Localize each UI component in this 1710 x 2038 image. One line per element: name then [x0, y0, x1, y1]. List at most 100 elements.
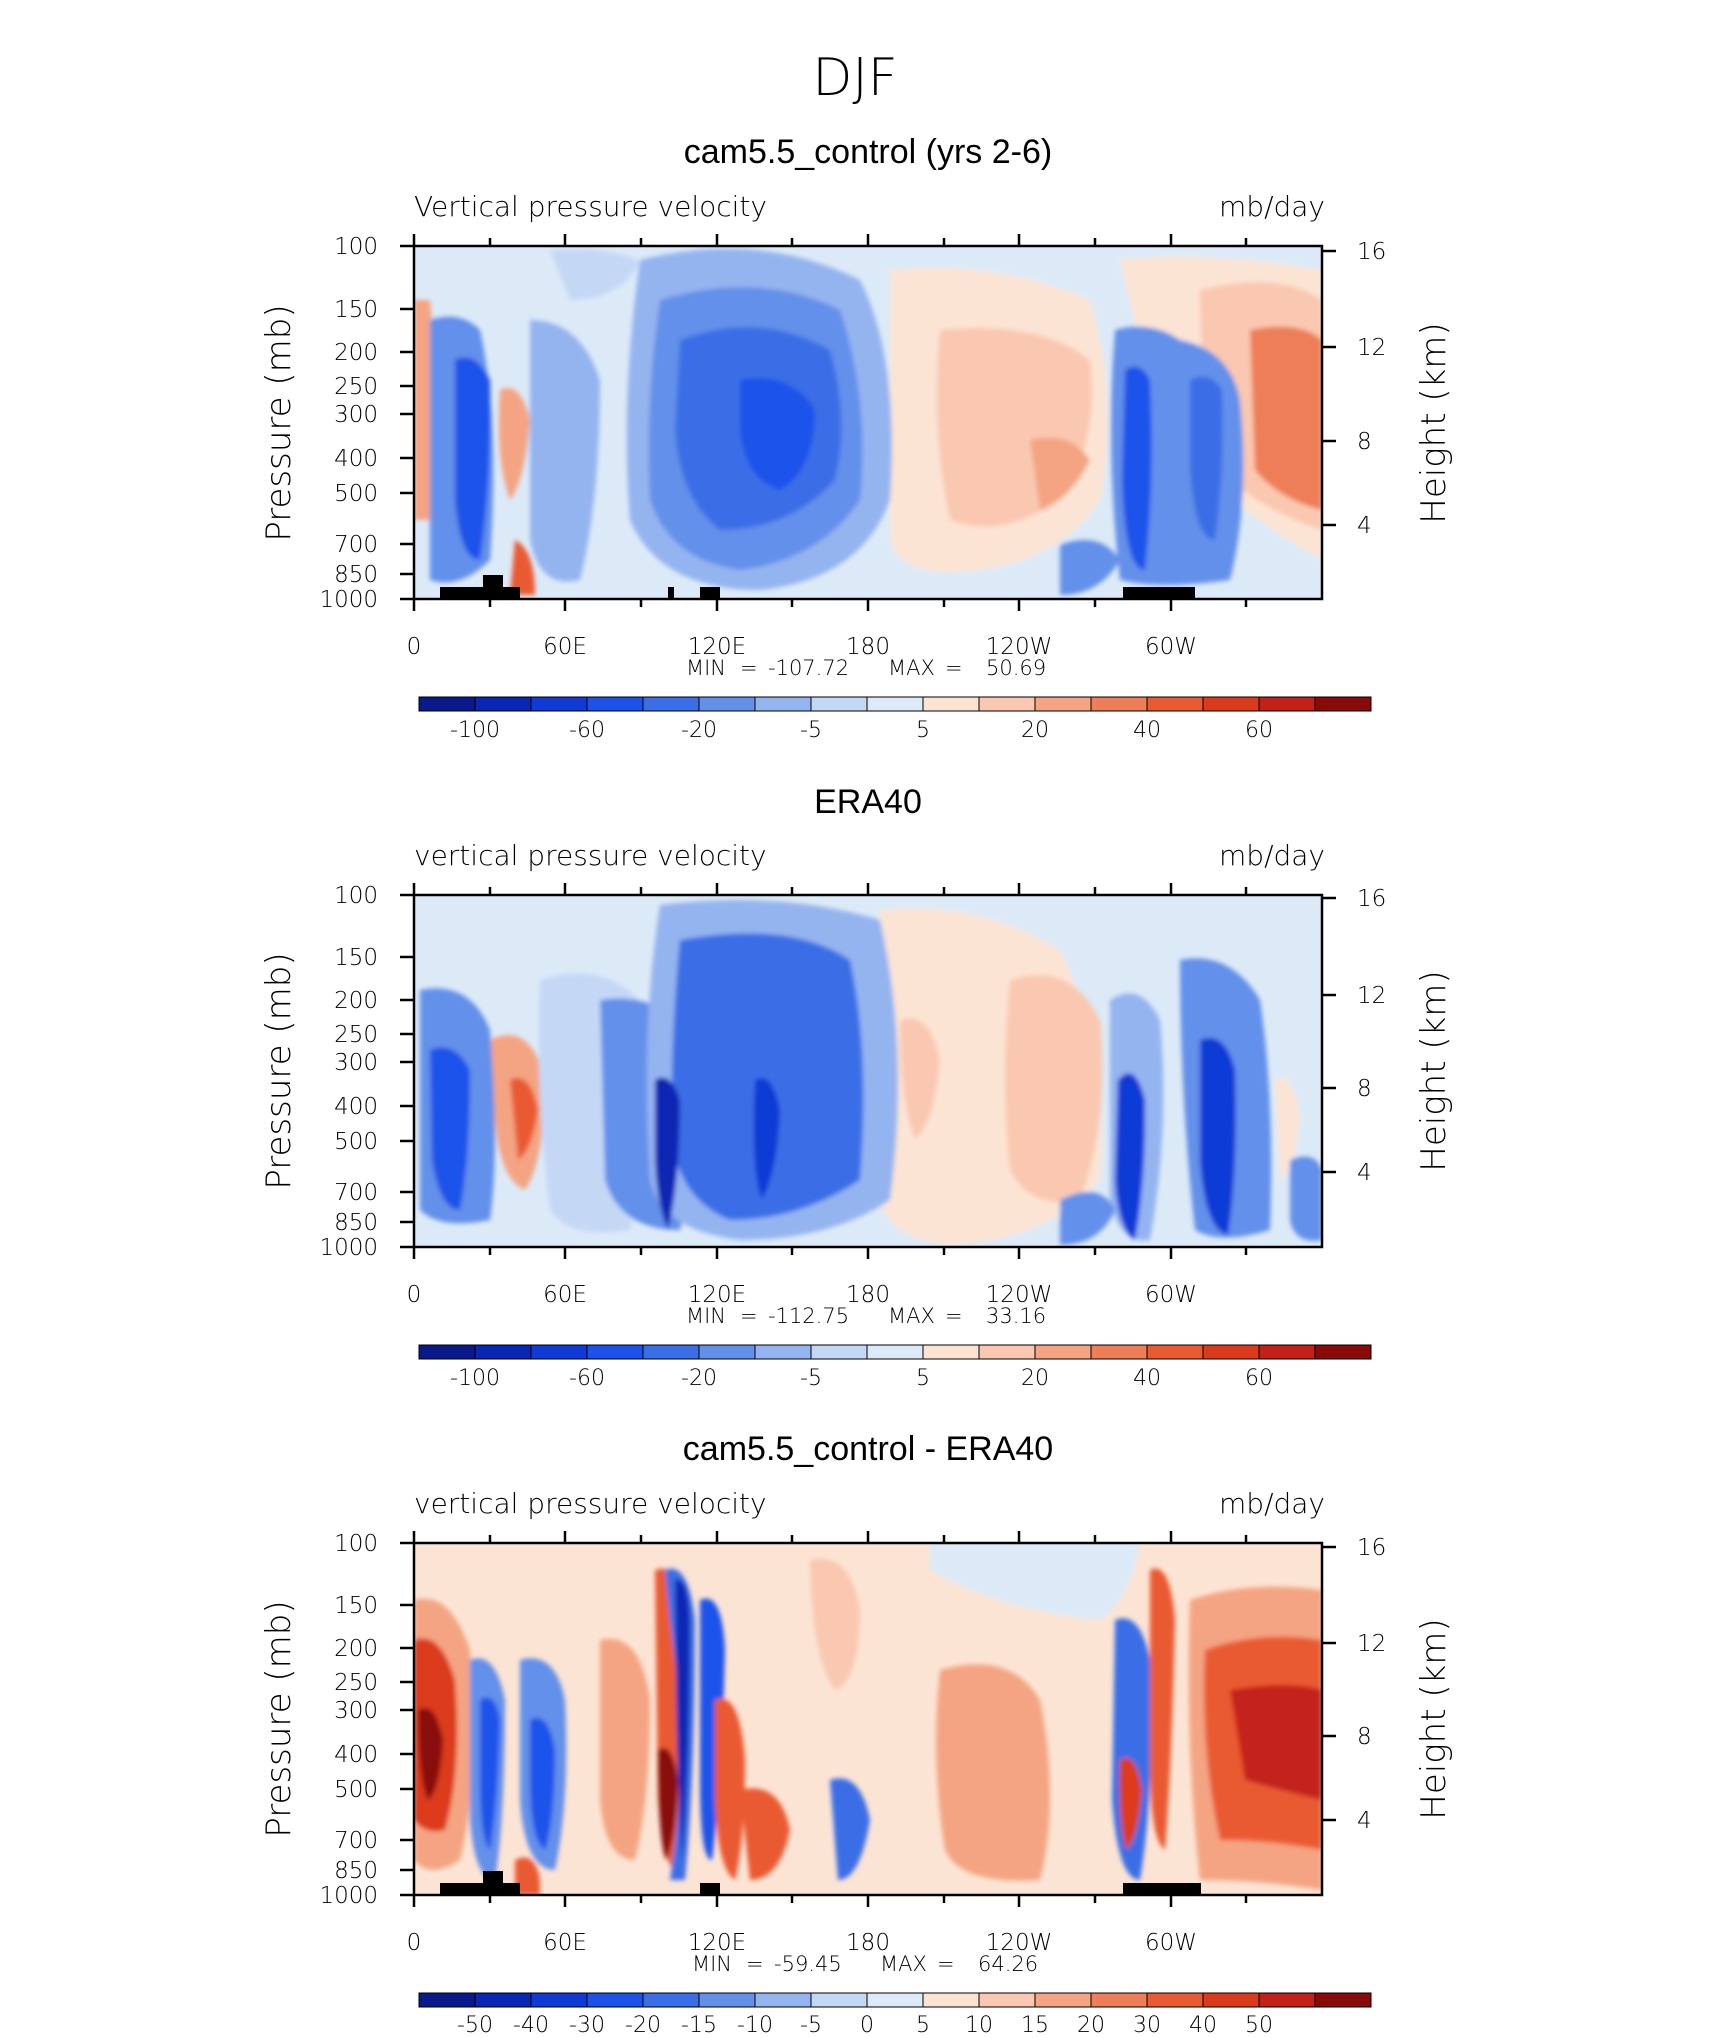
colorbar-label: -100 [450, 1366, 500, 1391]
stats-max: 50.69 [986, 656, 1046, 680]
topography [440, 1883, 520, 1895]
svg-text:=: = [945, 656, 963, 680]
colorbar-label: -5 [800, 718, 822, 743]
y-axis-title: Pressure (mb) [259, 304, 299, 541]
y-right-tick-label: 4 [1357, 1808, 1372, 1834]
colorbar-label: 40 [1189, 2013, 1217, 2038]
y-tick-labels: 100 150 200 250 300 400 500 700 850 1000 [319, 883, 378, 1261]
y-tick-label: 250 [334, 1022, 378, 1048]
y-tick-labels: 100 150 200 250 300 400 500 700 850 1000 [319, 234, 378, 613]
svg-text:=: = [740, 656, 758, 680]
contour-region [498, 388, 530, 500]
colorbar-label: 60 [1245, 1366, 1273, 1391]
contour-region [1230, 1685, 1322, 1800]
topography [1123, 1883, 1201, 1895]
colorbar-swatch [810, 1992, 868, 2008]
contour-region [830, 1778, 870, 1880]
figure-title: DJF [812, 48, 897, 108]
panel-reanalysis: ERA40 vertical pressure velocity mb/day [259, 783, 1454, 1391]
colorbar-swatch [1202, 696, 1260, 712]
y-tick-label: 150 [334, 1593, 378, 1619]
contour-region [1060, 540, 1120, 595]
colorbar-swatch [418, 696, 476, 712]
colorbar [418, 1992, 1372, 2008]
y-tick-label: 300 [334, 402, 378, 428]
contour-region [1190, 376, 1223, 540]
topography [483, 1871, 503, 1885]
y-tick-label: 700 [334, 1828, 378, 1854]
colorbar-swatch [1034, 696, 1092, 712]
colorbar-swatch [754, 1344, 812, 1360]
colorbar-swatch [1314, 1992, 1372, 2008]
colorbar-swatch [1258, 1992, 1316, 2008]
stats: MIN = -112.75 MAX = 33.16 [686, 1304, 1046, 1328]
y-tick-label: 250 [334, 1670, 378, 1696]
y-tick-label: 700 [334, 1180, 378, 1206]
contour-region [900, 1018, 940, 1140]
contour-region [600, 1638, 650, 1860]
stats: MIN = -107.72 MAX = 50.69 [686, 656, 1046, 680]
colorbar-swatch [866, 1344, 924, 1360]
colorbar-label: -15 [681, 2013, 717, 2038]
y-right-tick-label: 12 [1357, 983, 1386, 1009]
x-tick-label: 120W [986, 634, 1053, 660]
x-tick-label: 120E [688, 1282, 746, 1308]
contour-region [936, 1664, 1050, 1881]
x-tick-label: 180 [846, 1282, 890, 1308]
contour-region [1150, 1568, 1175, 1850]
x-tick-label: 120W [986, 1930, 1053, 1956]
colorbar-label: 0 [860, 2013, 874, 2038]
y-tick-label: 200 [334, 1636, 378, 1662]
stats-min-label: MIN [686, 1304, 726, 1328]
panel-model: cam5.5_control (yrs 2-6) Vertical pressu… [259, 133, 1454, 743]
colorbar-swatch [1090, 1992, 1148, 2008]
colorbar-swatch [1034, 1992, 1092, 2008]
colorbar-swatch [810, 696, 868, 712]
colorbar-label: 5 [916, 2013, 930, 2038]
colorbar-label: -60 [569, 1366, 605, 1391]
colorbar-swatch [1202, 1344, 1260, 1360]
y-tick-label: 250 [334, 374, 378, 400]
x-tick-label: 60W [1145, 1282, 1197, 1308]
stats-min: -112.75 [768, 1304, 849, 1328]
colorbar-swatch [642, 696, 700, 712]
colorbar-swatch [978, 1992, 1036, 2008]
stats-min: -59.45 [774, 1952, 842, 1976]
contour-region [655, 1077, 680, 1230]
units-label: mb/day [1219, 839, 1325, 872]
stats-min: -107.72 [768, 656, 849, 680]
y-axis-title: Pressure (mb) [259, 1600, 299, 1837]
colorbar-label: 10 [965, 2013, 993, 2038]
topography [700, 587, 720, 599]
colorbar-label: 60 [1245, 718, 1273, 743]
colorbar-swatch [810, 1344, 868, 1360]
svg-text:=: = [937, 1952, 955, 1976]
x-tick-label: 60W [1145, 634, 1197, 660]
variable-label: vertical pressure velocity [414, 1487, 767, 1520]
x-tick-label: 0 [407, 634, 422, 660]
contour-region [418, 1708, 443, 1800]
y-tick-label: 850 [334, 1210, 378, 1236]
contour-region [671, 933, 864, 1220]
colorbar-label: -20 [681, 1366, 717, 1391]
contour-region [1250, 326, 1322, 510]
colorbar-swatch [698, 1344, 756, 1360]
colorbar-swatch [586, 696, 644, 712]
y-axis-title: Pressure (mb) [259, 952, 299, 1189]
x-tick-label: 0 [407, 1930, 422, 1956]
y-tick-label: 200 [334, 988, 378, 1014]
y-right-tick-label: 12 [1357, 1631, 1386, 1657]
contour-field [414, 246, 1322, 599]
colorbar-label: -5 [800, 2013, 822, 2038]
contour-region [1119, 1758, 1142, 1850]
colorbar-label: -10 [737, 2013, 773, 2038]
contour-region [530, 320, 600, 582]
y-tick-label: 300 [334, 1050, 378, 1076]
y-right-tick-label: 4 [1357, 513, 1372, 539]
contour-region [658, 1748, 678, 1860]
colorbar-swatch [586, 1992, 644, 2008]
topography [668, 587, 674, 599]
y-tick-label: 500 [334, 481, 378, 507]
y-tick-label: 400 [334, 1742, 378, 1768]
